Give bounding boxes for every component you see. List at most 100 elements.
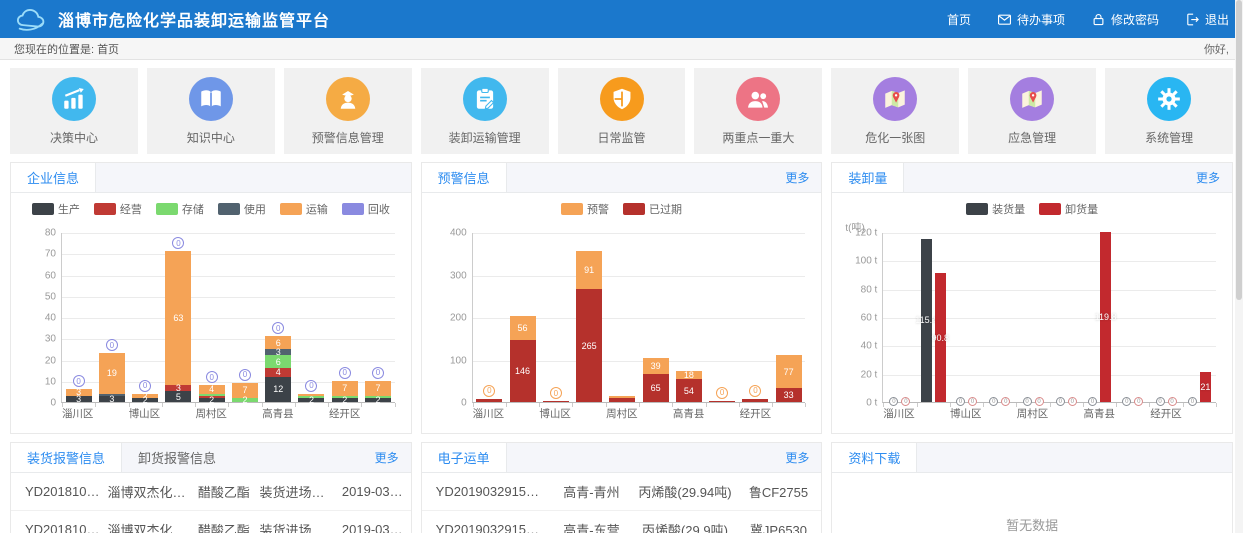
bar-segment-已过期: 146 xyxy=(509,339,536,402)
table-row[interactable]: YD201903291550... 高青-东营 丙烯酸(29.9吨) 冀JP6530 xyxy=(422,511,822,533)
legend-item-预警[interactable]: 预警 xyxy=(561,201,609,217)
breadcrumb-current[interactable]: 首页 xyxy=(97,43,120,56)
module-card-4[interactable]: 日常监管 xyxy=(557,68,686,154)
module-card-3[interactable]: 装卸运输管理 xyxy=(420,68,549,154)
x-axis-labels: 淄川区 博山区 周村区 高青县 经开区 xyxy=(472,406,806,421)
module-card-2[interactable]: 预警信息管理 xyxy=(283,68,412,154)
zero-value-marker: 0 xyxy=(1067,397,1077,406)
legend-item-存储[interactable]: 存储 xyxy=(155,201,204,217)
more-link[interactable]: 更多 xyxy=(374,451,399,465)
bar-segment-已过期 xyxy=(742,398,769,402)
bar-column-高青县: 12 4 6 3 6 0 xyxy=(262,233,295,402)
legend-label: 回收 xyxy=(367,204,390,216)
tab-电子运单[interactable]: 电子运单 xyxy=(421,443,507,472)
scrollbar-thumb[interactable] xyxy=(1236,0,1242,300)
legend-item-运输[interactable]: 运输 xyxy=(279,201,328,217)
nav-item-2[interactable]: 修改密码 xyxy=(1091,11,1159,28)
legend-item-使用[interactable]: 使用 xyxy=(217,201,266,217)
page-scrollbar[interactable] xyxy=(1235,0,1243,533)
legend-item-回收[interactable]: 回收 xyxy=(341,201,390,217)
chart-body: 装货量 卸货量 0 t 20 t 40 t 60 t 80 t 100 t 120 t t(吨) 0… xyxy=(832,193,1232,421)
gridline xyxy=(62,233,395,234)
module-card-6[interactable]: 危化一张图 xyxy=(831,68,960,154)
stacked-bar[interactable]: 33 77 xyxy=(775,355,802,402)
panel-head: 预警信息 更多 xyxy=(421,163,822,193)
table-row[interactable]: YD201903291553... 高青-青州 丙烯酸(29.94吨) 鲁CF2755 xyxy=(421,473,822,511)
table-cell: YD201903291550... xyxy=(435,522,549,533)
legend-swatch xyxy=(217,203,240,215)
bar-装货量[interactable]: 115.4 xyxy=(915,238,937,402)
people-icon xyxy=(736,76,781,121)
bars: 0 146 56 0 265 91 65 39 54 18 0 0 33 77 xyxy=(473,233,806,402)
module-card-1[interactable]: 知识中心 xyxy=(146,68,275,154)
gridline xyxy=(62,275,395,277)
stacked-bar[interactable]: 2 xyxy=(298,393,325,405)
y-axis-label: 300 xyxy=(449,270,467,281)
stacked-bar[interactable]: 3 19 xyxy=(98,353,125,404)
legend-item-装货量[interactable]: 装货量 xyxy=(966,201,1025,217)
stacked-bar[interactable]: 54 18 xyxy=(675,370,702,402)
x-axis-label xyxy=(94,406,127,421)
nav-item-0[interactable]: 首页 xyxy=(947,11,971,28)
module-card-7[interactable]: 应急管理 xyxy=(968,68,1097,154)
stacked-bar[interactable] xyxy=(476,398,503,402)
nav-item-3[interactable]: 退出 xyxy=(1185,11,1229,28)
stacked-bar[interactable] xyxy=(709,400,736,402)
stacked-bar[interactable]: 5 3 63 xyxy=(165,251,192,402)
bar-segment-已过期 xyxy=(476,398,503,402)
lock-icon xyxy=(1091,12,1106,27)
bar-卸货量[interactable]: 119.8 xyxy=(1095,232,1116,402)
more-link[interactable]: 更多 xyxy=(785,451,810,465)
stacked-bar[interactable]: 265 91 xyxy=(576,250,603,402)
legend-item-经营[interactable]: 经营 xyxy=(93,201,142,217)
tab-资料下载[interactable]: 资料下载 xyxy=(832,443,918,472)
stacked-bar[interactable] xyxy=(542,401,569,402)
tab-预警信息[interactable]: 预警信息 xyxy=(421,163,507,192)
bar-segment-生产: 2 xyxy=(365,395,392,405)
bar-segment-预警: 56 xyxy=(509,316,536,340)
module-card-8[interactable]: 系统管理 xyxy=(1105,68,1234,154)
panel-head: 企业信息 xyxy=(11,163,411,193)
more-link[interactable]: 更多 xyxy=(785,171,810,185)
gridline xyxy=(62,296,395,298)
table-row[interactable]: YD20181030... 淄博双杰化工... 醋酸乙酯 装货进场异常 2019-03-… xyxy=(11,511,411,533)
plot: 0 t 20 t 40 t 60 t 80 t 100 t 120 t t(吨) 0 0 115.4… xyxy=(845,223,1218,409)
bar-segment-运输: 7 xyxy=(231,382,258,398)
module-card-0[interactable]: 决策中心 xyxy=(10,68,138,154)
zero-value-marker: 0 xyxy=(483,384,496,397)
x-axis-label: 博山区 xyxy=(950,408,982,420)
bar-卸货量[interactable]: 21 xyxy=(1199,372,1211,402)
legend-item-卸货量[interactable]: 卸货量 xyxy=(1039,201,1098,217)
tab-企业信息[interactable]: 企业信息 xyxy=(11,163,97,192)
stacked-bar[interactable]: 12 4 6 3 6 xyxy=(265,336,292,402)
stacked-bar[interactable] xyxy=(742,398,769,402)
module-card-5[interactable]: 两重点一重大 xyxy=(694,68,823,154)
stacked-bar[interactable]: 65 39 xyxy=(642,357,669,402)
table-cell: 淄博双杰化工... xyxy=(107,523,193,533)
bar-卸货量[interactable]: 90.8 xyxy=(931,273,949,402)
plot: 0 10 20 30 40 50 60 70 80 3 3 0 3 19 0 2 2 0 5 3 63 0 2 4 0 2 7 0 12… xyxy=(45,228,396,409)
legend-item-已过期[interactable]: 已过期 xyxy=(623,201,682,217)
stacked-bar[interactable]: 146 56 xyxy=(509,316,536,402)
tab-卸货报警信息[interactable]: 卸货报警信息 xyxy=(138,451,217,466)
tab-装货报警信息[interactable]: 装货报警信息 xyxy=(11,443,123,472)
bar-value-label: 90.8 xyxy=(931,332,949,343)
bar-segment-已过期 xyxy=(542,401,569,402)
nav-item-1[interactable]: 待办事项 xyxy=(997,11,1065,28)
tab-装卸量[interactable]: 装卸量 xyxy=(832,163,905,192)
stacked-bar[interactable] xyxy=(609,395,636,402)
module-card-label: 预警信息管理 xyxy=(311,130,384,145)
legend-item-生产[interactable]: 生产 xyxy=(31,201,80,217)
table-row[interactable]: YD20181030... 淄博双杰化工... 醋酸乙酯 装货进场异常 2019-03-… xyxy=(11,473,411,511)
more-link[interactable]: 更多 xyxy=(1196,171,1221,185)
zero-value-marker: 0 xyxy=(238,368,251,381)
table-cell: YD20181030... xyxy=(25,484,104,499)
